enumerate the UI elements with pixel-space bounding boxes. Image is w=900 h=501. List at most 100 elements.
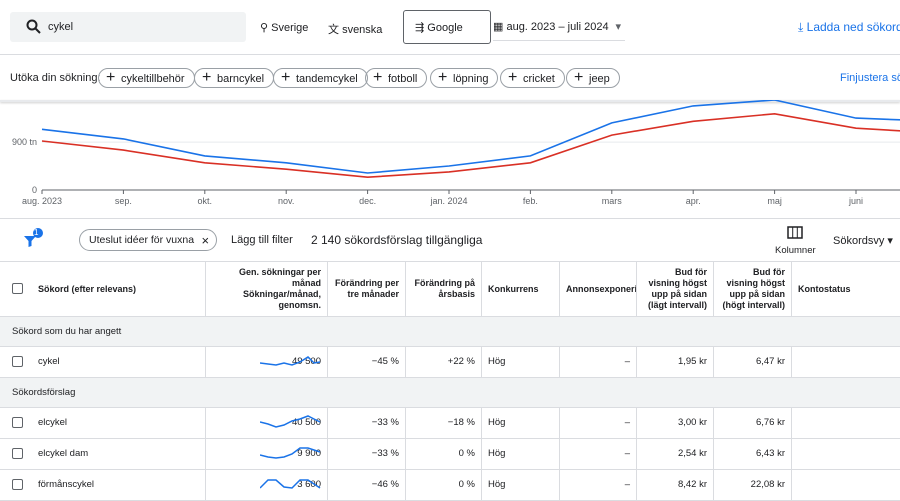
table-cell: Hög bbox=[481, 469, 559, 500]
table-cell: +22 % bbox=[405, 346, 481, 377]
table-cell: 0 % bbox=[405, 438, 481, 469]
trend-chart: 0 900 tn aug. 2023 sep. okt. nov. dec. jan. 202… bbox=[12, 100, 900, 206]
column-header[interactable]: Kontostatus bbox=[791, 262, 900, 316]
table-cell: 3,00 kr bbox=[636, 407, 713, 438]
x-tick-label: dec. bbox=[359, 196, 376, 206]
divider bbox=[0, 261, 900, 262]
view-text: Sökordsvy bbox=[833, 235, 885, 247]
sparkline-path bbox=[260, 479, 321, 489]
table-cell: elcykel bbox=[38, 417, 68, 428]
network-button[interactable] bbox=[403, 10, 491, 44]
table-cell bbox=[791, 438, 900, 469]
table-cell: 6,47 kr bbox=[713, 346, 791, 377]
trend-line bbox=[41, 112, 900, 179]
refine-chip[interactable]: jeep bbox=[566, 68, 620, 88]
column-header[interactable]: Bud för visning högst upp på sidan (lägt… bbox=[636, 262, 713, 316]
download-text: Ladda ned sökord bbox=[806, 20, 900, 34]
date-range[interactable]: ▦ aug. 2023 – juli 2024 ▾ bbox=[493, 20, 625, 41]
language-text: svenska bbox=[342, 24, 383, 36]
divider bbox=[0, 218, 900, 219]
table-cell: −45 % bbox=[327, 346, 405, 377]
table-cell: – bbox=[559, 407, 636, 438]
result-count: 2 140 sökordsförslag tillgängliga bbox=[311, 233, 483, 247]
network: ⇶ Google bbox=[415, 22, 463, 34]
table-cell: 6,76 kr bbox=[713, 407, 791, 438]
view-selector[interactable]: Sökordsvy ▾ bbox=[833, 235, 893, 247]
filter-chip[interactable]: Uteslut idéer för vuxna × bbox=[79, 229, 218, 251]
location[interactable]: ⚲ Sverige bbox=[260, 22, 309, 34]
column-header[interactable]: Annonsexponeri bbox=[559, 262, 637, 316]
checkbox[interactable] bbox=[12, 356, 23, 367]
refine-action[interactable]: Finjustera sökord bbox=[840, 72, 900, 84]
column-header[interactable]: Förändring på årsbasis bbox=[405, 262, 481, 316]
date-text: aug. 2023 – juli 2024 bbox=[506, 21, 609, 33]
language[interactable]: 文 svenska bbox=[328, 24, 383, 36]
table-cell: elcykel dam bbox=[38, 448, 89, 459]
x-tick-label: maj bbox=[767, 196, 782, 206]
y-tick-label: 900 tn bbox=[12, 137, 37, 147]
table-cell: – bbox=[559, 438, 636, 469]
search-box[interactable] bbox=[10, 12, 246, 42]
filter-badge: 1 bbox=[34, 228, 39, 237]
table-cell: 0 % bbox=[405, 469, 481, 500]
table-cell: −33 % bbox=[327, 438, 405, 469]
refine-chip[interactable]: barncykel bbox=[194, 68, 275, 88]
sparkline bbox=[260, 356, 321, 366]
network-text: Google bbox=[427, 22, 463, 34]
x-tick-label: okt. bbox=[198, 196, 213, 206]
sparkline-path bbox=[260, 415, 321, 428]
column-header[interactable]: Bud för visning högst upp på sidan (högt… bbox=[713, 262, 791, 316]
table-cell: 2,54 kr bbox=[636, 438, 713, 469]
table-cell bbox=[791, 407, 900, 438]
checkbox[interactable] bbox=[12, 448, 23, 459]
refine-chip[interactable]: cricket bbox=[500, 68, 565, 88]
divider bbox=[0, 438, 900, 439]
sparkline-path bbox=[260, 447, 321, 459]
divider bbox=[0, 316, 900, 317]
columns-icon[interactable] bbox=[787, 226, 803, 240]
add-filter[interactable]: Lägg till filter bbox=[231, 234, 293, 246]
table-cell: −18 % bbox=[405, 407, 481, 438]
sparkline-path bbox=[260, 356, 321, 366]
refine-chip[interactable]: cykeltillbehör bbox=[98, 68, 195, 88]
column-header[interactable]: Gen. sökningar per månad Sökningar/månad… bbox=[205, 262, 327, 316]
sparkline bbox=[260, 447, 321, 459]
table-cell: 22,08 kr bbox=[713, 469, 791, 500]
refine-chip[interactable]: tandemcykel bbox=[273, 68, 368, 88]
filter-icon[interactable] bbox=[22, 228, 46, 250]
divider bbox=[0, 100, 900, 102]
table-cell: 49 500 bbox=[205, 346, 327, 377]
table-cell: −46 % bbox=[327, 469, 405, 500]
table-cell: – bbox=[559, 346, 636, 377]
refine-chip[interactable]: löpning bbox=[430, 68, 499, 88]
divider bbox=[0, 54, 900, 55]
x-tick-label: jan. 2024 bbox=[429, 196, 467, 206]
table-cell: – bbox=[559, 469, 636, 500]
table-cell bbox=[791, 469, 900, 500]
table-cell: 1,95 kr bbox=[636, 346, 713, 377]
search-query[interactable]: cykel bbox=[48, 21, 74, 33]
column-header[interactable]: Sökord (efter relevans) bbox=[38, 283, 137, 294]
divider bbox=[0, 469, 900, 470]
group-row bbox=[0, 317, 900, 346]
checkbox[interactable] bbox=[12, 283, 23, 294]
table-cell: 9 900 bbox=[205, 438, 327, 469]
checkbox[interactable] bbox=[12, 479, 23, 490]
columns-label[interactable]: Kolumner bbox=[775, 245, 816, 256]
x-tick-label: juni bbox=[848, 196, 863, 206]
group-row bbox=[0, 378, 900, 407]
table-cell: Hög bbox=[481, 346, 559, 377]
column-header[interactable]: Konkurrens bbox=[481, 262, 559, 316]
table-cell bbox=[791, 346, 900, 377]
search-icon bbox=[26, 19, 41, 34]
table-cell: förmånscykel bbox=[38, 479, 94, 490]
group-title: Sökordsförslag bbox=[12, 386, 76, 398]
download[interactable]: ⤓ Ladda ned sökord bbox=[798, 20, 900, 35]
table-cell: 40 500 bbox=[205, 407, 327, 438]
refine-chip[interactable]: fotboll bbox=[365, 68, 428, 88]
table-cell: 6,43 kr bbox=[713, 438, 791, 469]
table-cell: cykel bbox=[38, 356, 60, 367]
filter-chip-text: Uteslut idéer för vuxna bbox=[89, 234, 195, 246]
column-header[interactable]: Förändring per tre månader bbox=[327, 262, 405, 316]
checkbox[interactable] bbox=[12, 417, 23, 428]
